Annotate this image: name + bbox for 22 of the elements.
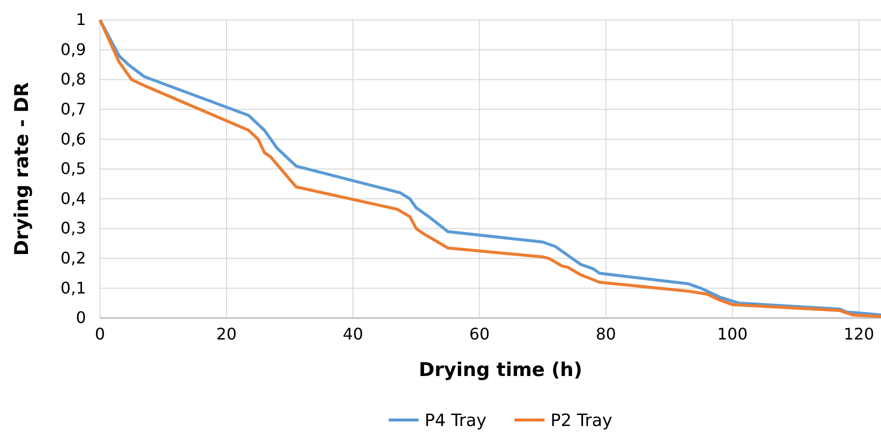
y-tick-label: 0,8 bbox=[60, 70, 86, 89]
x-tick-label: 0 bbox=[94, 324, 106, 344]
y-tick-label: 0,4 bbox=[60, 188, 86, 208]
x-tick-label: 100 bbox=[717, 324, 748, 344]
x-tick-label: 60 bbox=[469, 324, 490, 344]
y-tick-label: 0,6 bbox=[60, 129, 86, 148]
y-axis-title: Drying rate - DR bbox=[11, 82, 33, 256]
legend-label: P4 Tray bbox=[424, 411, 486, 431]
y-tick-label: 0 bbox=[76, 308, 86, 328]
x-tick-label: 120 bbox=[844, 324, 874, 344]
legend-label: P2 Tray bbox=[550, 411, 612, 431]
y-tick-label: 1 bbox=[76, 10, 86, 30]
y-tick-label: 0,7 bbox=[60, 100, 86, 119]
y-tick-label: 0,3 bbox=[60, 218, 86, 238]
y-tick-label: 0,5 bbox=[60, 159, 86, 178]
y-tick-label: 0,9 bbox=[60, 40, 86, 59]
x-tick-label: 20 bbox=[216, 324, 237, 344]
y-tick-label: 0,2 bbox=[60, 248, 86, 268]
x-tick-label: 40 bbox=[342, 324, 364, 344]
y-tick-label: 0,1 bbox=[60, 278, 86, 298]
x-axis-title: Drying time (h) bbox=[418, 359, 582, 381]
x-tick-label: 80 bbox=[596, 324, 616, 344]
